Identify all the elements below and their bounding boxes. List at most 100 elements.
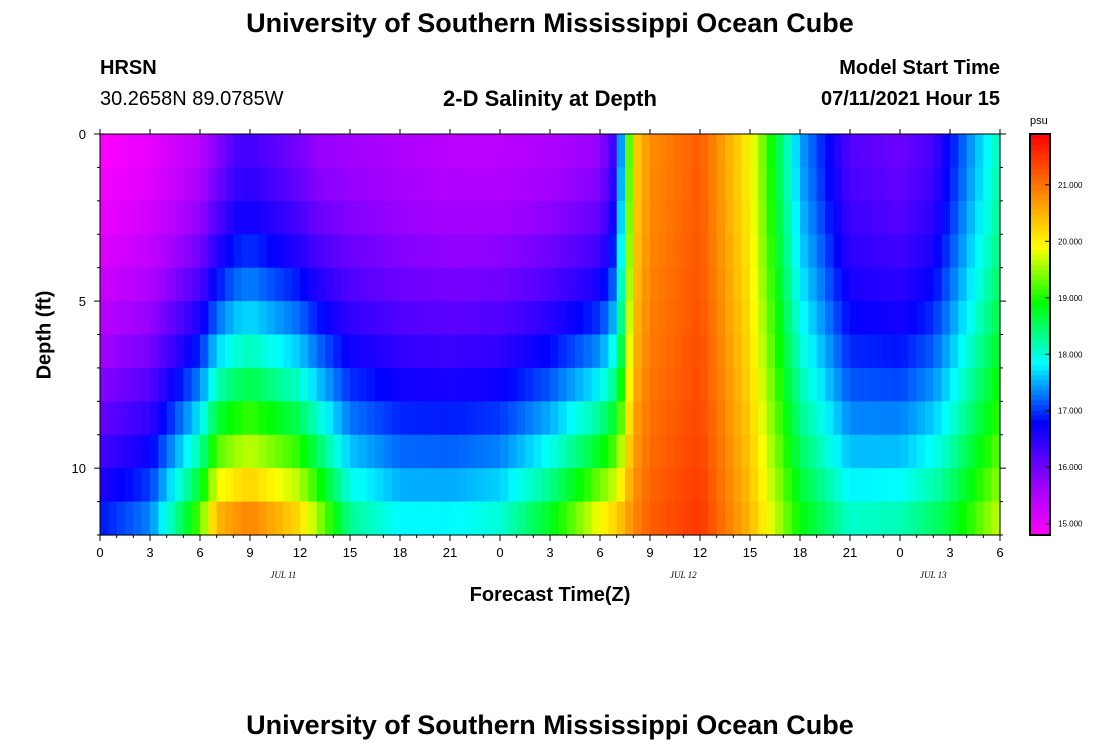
colorbar-segment	[1030, 149, 1050, 155]
heatmap-cell	[350, 334, 359, 369]
heatmap-cell	[491, 468, 501, 503]
heatmap-cell	[275, 334, 284, 369]
colorbar-segment	[1030, 214, 1050, 220]
heatmap-cell	[675, 301, 684, 336]
heatmap-cell	[508, 167, 518, 202]
heatmap-cell	[533, 267, 543, 302]
heatmap-cell	[216, 234, 226, 269]
heatmap-cell	[416, 434, 426, 469]
colorbar-segment	[1030, 474, 1050, 481]
heatmap-cell	[533, 134, 543, 169]
heatmap-cell	[391, 134, 401, 169]
heatmap-cell	[300, 234, 309, 269]
heatmap-cell	[225, 334, 234, 369]
heatmap-cell	[183, 501, 193, 536]
heatmap-cell	[175, 434, 184, 469]
heatmap-cell	[575, 501, 584, 536]
heatmap-cell	[716, 200, 726, 235]
heatmap-cell	[475, 134, 484, 169]
heatmap-cell	[891, 134, 901, 169]
heatmap-cell	[616, 167, 626, 202]
heatmap-cell	[108, 200, 118, 235]
heatmap-cell	[166, 167, 176, 202]
heatmap-cell	[350, 200, 359, 235]
heatmap-cell	[958, 267, 968, 302]
heatmap-cell	[816, 167, 826, 202]
heatmap-cell	[258, 367, 268, 402]
heatmap-cell	[975, 468, 984, 503]
colorbar-segment	[1030, 174, 1050, 180]
colorbar-segment	[1030, 244, 1050, 250]
heatmap-cell	[650, 200, 659, 235]
heatmap-cell	[191, 267, 201, 302]
heatmap-cell	[925, 167, 934, 202]
heatmap-cell	[641, 468, 651, 503]
heatmap-cell	[325, 401, 334, 436]
heatmap-cell	[833, 334, 843, 369]
heatmap-cell	[450, 200, 459, 235]
heatmap-cell	[625, 200, 634, 235]
heatmap-cell	[758, 267, 768, 302]
heatmap-cell	[491, 267, 501, 302]
heatmap-cell	[283, 301, 293, 336]
heatmap-cell	[891, 167, 901, 202]
heatmap-cell	[308, 267, 318, 302]
heatmap-cell	[783, 334, 793, 369]
heatmap-cell	[750, 301, 759, 336]
heatmap-cell	[666, 167, 676, 202]
heatmap-cell	[150, 468, 159, 503]
heatmap-cell	[283, 501, 293, 536]
heatmap-cell	[350, 134, 359, 169]
heatmap-cell	[950, 401, 959, 436]
heatmap-cell	[708, 301, 718, 336]
heatmap-cell	[150, 167, 159, 202]
heatmap-cell	[741, 267, 751, 302]
heatmap-cell	[950, 267, 959, 302]
heatmap-cell	[550, 134, 559, 169]
heatmap-cell	[866, 167, 876, 202]
heatmap-cell	[641, 334, 651, 369]
date-label: JUL 11	[270, 570, 297, 580]
heatmap-cell	[950, 367, 959, 402]
heatmap-cell	[941, 501, 951, 536]
heatmap-cell	[750, 200, 759, 235]
colorbar-segment	[1030, 529, 1050, 536]
heatmap-cell	[566, 468, 576, 503]
heatmap-cell	[725, 367, 734, 402]
heatmap-cell	[808, 301, 818, 336]
heatmap-cell	[483, 200, 493, 235]
heatmap-cell	[341, 200, 351, 235]
heatmap-cell	[475, 267, 484, 302]
heatmap-cell	[475, 367, 484, 402]
heatmap-cell	[833, 401, 843, 436]
colorbar-segment	[1030, 274, 1050, 280]
heatmap-cell	[308, 200, 318, 235]
heatmap-cell	[333, 367, 343, 402]
heatmap-cell	[883, 234, 893, 269]
heatmap-cell	[466, 334, 476, 369]
heatmap-cell	[583, 334, 593, 369]
heatmap-cell	[408, 367, 418, 402]
heatmap-cell	[175, 134, 184, 169]
heatmap-cell	[150, 334, 159, 369]
heatmap-cell	[983, 200, 993, 235]
heatmap-cell	[908, 267, 918, 302]
heatmap-cell	[691, 367, 701, 402]
heatmap-cell	[141, 501, 151, 536]
heatmap-cell	[558, 501, 568, 536]
heatmap-cell	[575, 301, 584, 336]
heatmap-cell	[908, 401, 918, 436]
colorbar-segment	[1030, 389, 1050, 396]
heatmap-cell	[383, 334, 393, 369]
heatmap-cell	[750, 234, 759, 269]
heatmap-cell	[358, 501, 368, 536]
colorbar-tick-label: 15.000	[1058, 520, 1083, 529]
heatmap-cell	[758, 301, 768, 336]
heatmap-cell	[158, 134, 168, 169]
heatmap-cell	[325, 501, 334, 536]
heatmap-cell	[616, 234, 626, 269]
heatmap-cell	[241, 401, 251, 436]
heatmap-cell	[641, 134, 651, 169]
heatmap-cell	[450, 167, 459, 202]
heatmap-cell	[808, 167, 818, 202]
